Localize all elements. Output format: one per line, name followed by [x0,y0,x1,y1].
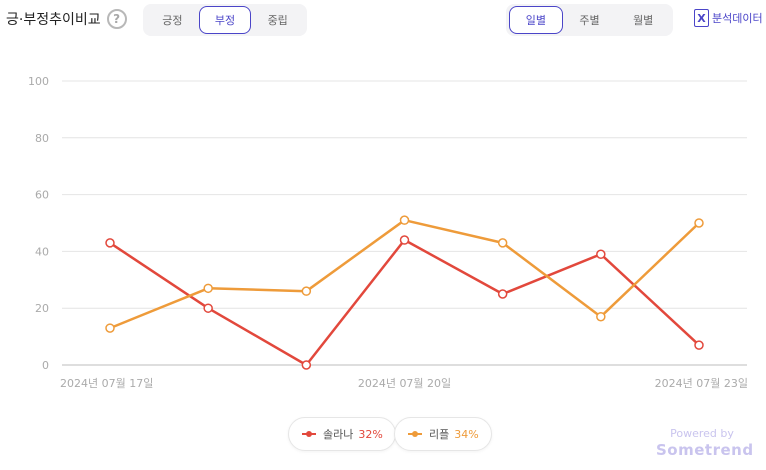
chart-title-text: 긍·부정추이비교 [6,12,101,28]
legend-marker-ripple [408,431,422,437]
data-point-0-3 [399,235,410,245]
tab-negative[interactable]: 부정 [198,6,252,34]
legend-name-solana: 솔라나 [323,428,354,441]
data-point-0-5 [596,249,606,259]
x-tick-label: 2024년 07월 17일 [60,376,153,390]
y-tick-label: 20 [35,302,49,315]
data-point-1-1 [203,283,213,294]
data-point-1-4 [497,238,508,248]
y-tick-label: 80 [35,132,49,145]
legend-name-ripple: 리플 [429,428,450,441]
data-point-1-0 [105,323,115,333]
data-point-1-6 [694,218,704,228]
export-data-label: 분석데이터 [712,12,763,25]
line-chart: 0 20 40 60 80 100 2024년 07월 17일 2024년 07월 20일 20… [28,75,748,390]
legend-percent-ripple: 34% [454,427,479,441]
legend-item-ripple[interactable]: 리플 34% [394,417,492,451]
data-point-0-4 [497,289,508,299]
excel-icon: X [694,9,709,27]
sentiment-tabs: 긍정 부정 중립 [143,4,307,36]
x-tick-label: 2024년 07월 23일 [655,376,748,390]
legend-item-solana[interactable]: 솔라나 32% [288,417,396,451]
y-tick-label: 100 [28,75,49,88]
y-tick-label: 60 [35,189,49,202]
y-tick-label: 40 [35,245,49,258]
tab-daily[interactable]: 일별 [509,6,563,34]
period-tabs: 일별 주별 월별 [506,4,673,36]
legend-percent-solana: 32% [358,427,383,441]
data-point-0-2 [301,360,312,370]
data-point-0-6 [694,340,704,350]
data-point-1-5 [596,311,606,322]
export-data-button[interactable]: X 분석데이터 [694,9,763,27]
data-point-0-1 [203,303,213,313]
tab-weekly[interactable]: 주별 [579,14,600,27]
legend-marker-solana [302,431,316,437]
tab-positive[interactable]: 긍정 [162,14,183,27]
data-point-0-0 [105,238,115,248]
series-line-0 [109,238,700,367]
x-tick-label: 2024년 07월 20일 [358,376,451,390]
powered-by-logo: Powered by Sometrend [656,427,754,459]
tab-neutral[interactable]: 중립 [267,14,288,27]
sometrend-logo: Sometrend [656,441,754,459]
chart-title: 긍·부정추이비교 ? [6,9,127,29]
help-icon[interactable]: ? [106,9,127,29]
y-tick-label: 0 [42,359,49,372]
powered-by-text: Powered by [670,427,734,440]
data-point-1-3 [399,215,410,225]
data-point-1-2 [301,286,312,296]
tab-monthly[interactable]: 월별 [633,14,654,27]
